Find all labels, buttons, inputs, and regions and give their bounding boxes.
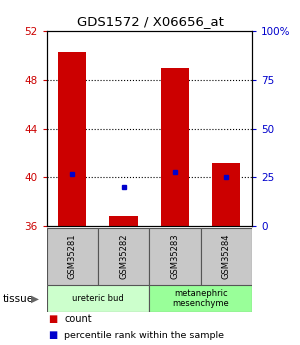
- Bar: [46, 228, 98, 285]
- Text: GSM35281: GSM35281: [68, 234, 77, 279]
- Bar: [58, 52, 86, 226]
- Text: GSM35284: GSM35284: [222, 234, 231, 279]
- Text: GSM35283: GSM35283: [170, 233, 179, 279]
- Bar: [98, 228, 149, 285]
- Text: ▶: ▶: [31, 294, 38, 304]
- Bar: [149, 228, 201, 285]
- Bar: [46, 285, 149, 312]
- Text: tissue: tissue: [3, 294, 34, 304]
- Text: count: count: [64, 314, 92, 324]
- Text: ureteric bud: ureteric bud: [72, 294, 124, 303]
- Bar: [212, 162, 240, 226]
- Text: ■: ■: [48, 331, 57, 340]
- Text: ■: ■: [48, 314, 57, 324]
- Bar: [149, 285, 252, 312]
- Bar: [201, 228, 252, 285]
- Text: GSM35282: GSM35282: [119, 234, 128, 279]
- Bar: [110, 216, 138, 226]
- Text: metanephric
mesenchyme: metanephric mesenchyme: [172, 289, 229, 308]
- Text: GDS1572 / X06656_at: GDS1572 / X06656_at: [76, 16, 224, 29]
- Bar: [161, 68, 189, 226]
- Text: percentile rank within the sample: percentile rank within the sample: [64, 331, 224, 340]
